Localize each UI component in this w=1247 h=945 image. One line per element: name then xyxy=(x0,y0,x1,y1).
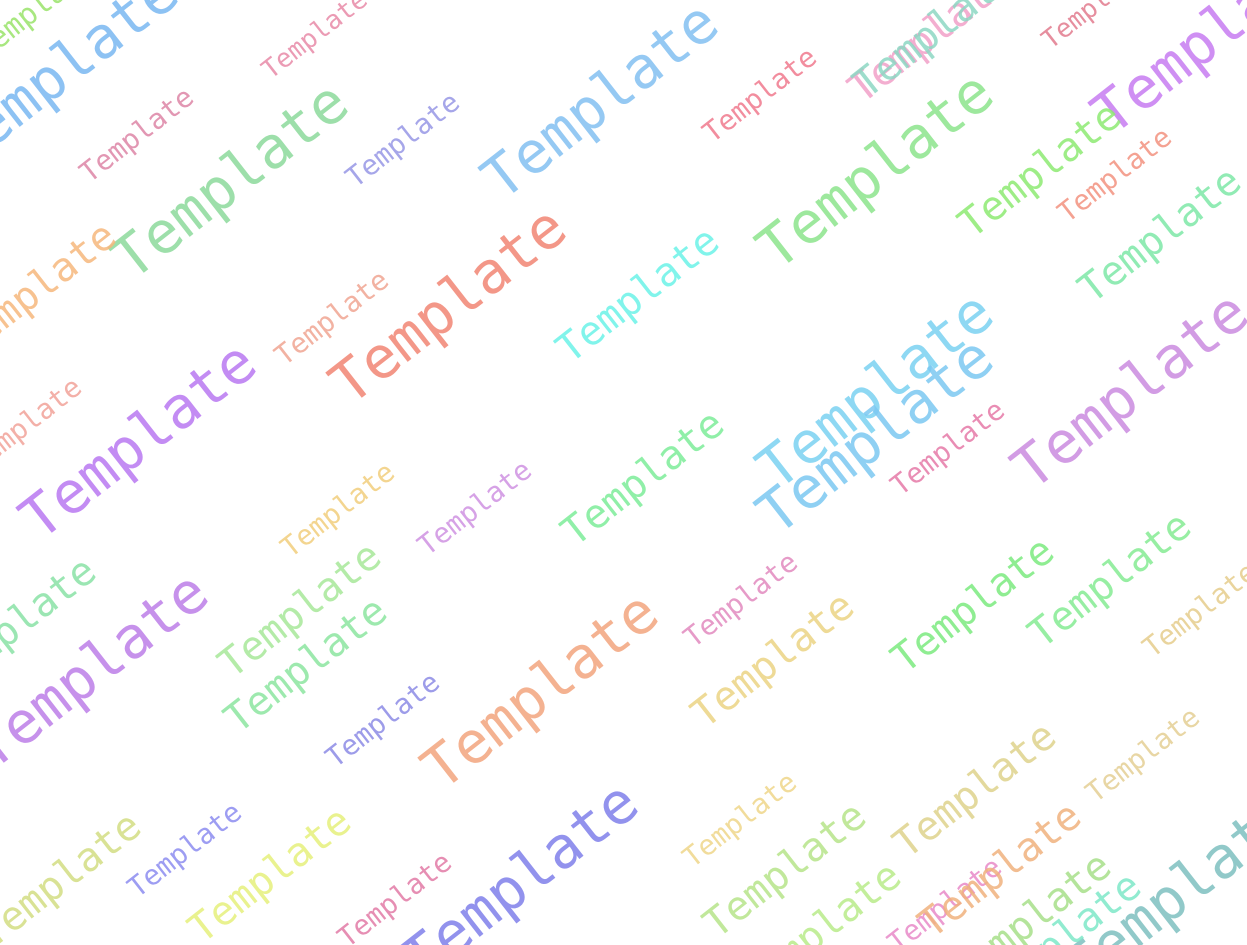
watermark-word: Template xyxy=(411,453,538,563)
watermark-word: Template xyxy=(468,0,732,213)
watermark-word: Template xyxy=(1079,700,1206,810)
watermark-word: Template xyxy=(6,327,270,553)
watermark-word: Template xyxy=(552,400,734,556)
watermark-word: Template xyxy=(1036,0,1154,56)
watermark-word: Template xyxy=(339,85,466,195)
watermark-word: Template xyxy=(0,212,126,368)
watermark-word: Template xyxy=(73,80,200,190)
watermark-word: Template xyxy=(696,40,823,150)
watermark-word: Template xyxy=(274,455,401,565)
watermark-word: Template xyxy=(998,277,1247,503)
watermark-word: Template xyxy=(98,67,362,293)
watermark-word: Template xyxy=(408,577,672,803)
watermark-word: Template xyxy=(882,527,1064,683)
